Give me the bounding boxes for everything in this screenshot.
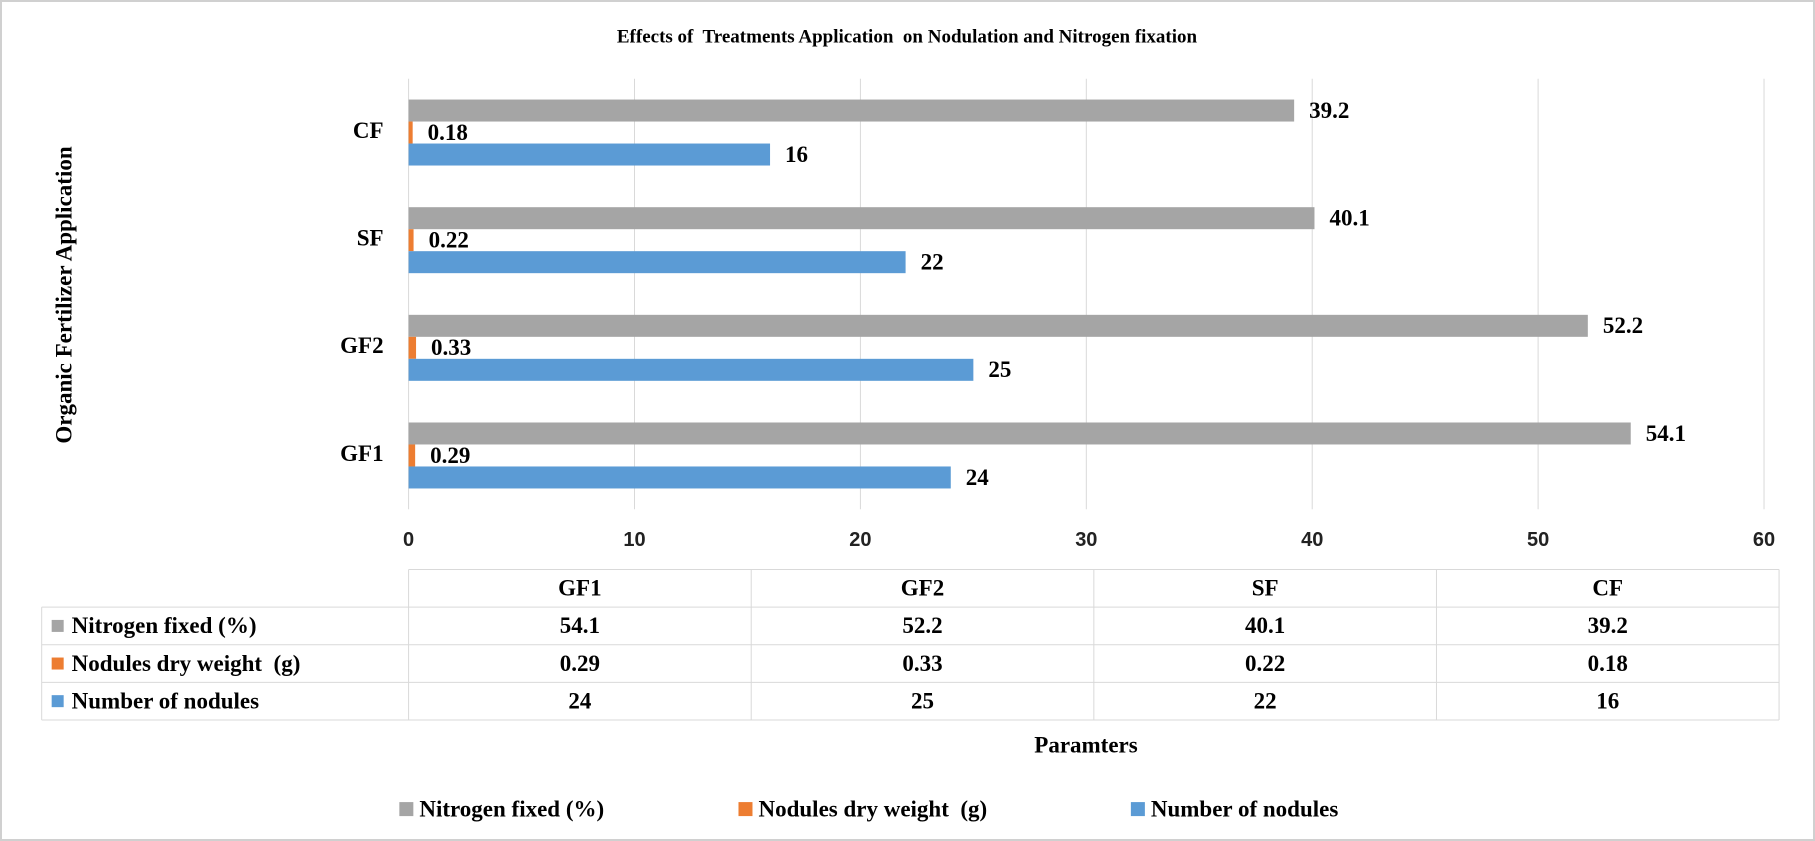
bar bbox=[408, 422, 1631, 445]
table-header: SF bbox=[1252, 576, 1279, 601]
data-label: 22 bbox=[921, 249, 944, 274]
x-tick-label: 0 bbox=[403, 529, 414, 551]
y-tick-label: CF bbox=[353, 118, 384, 143]
y-tick-label: SF bbox=[357, 225, 384, 250]
x-axis-label: Paramters bbox=[1034, 732, 1137, 757]
legend-key bbox=[738, 802, 753, 817]
table-cell: 16 bbox=[1596, 688, 1619, 713]
y-tick-label: GF2 bbox=[340, 333, 383, 358]
bar bbox=[408, 251, 906, 274]
x-tick-label: 10 bbox=[623, 529, 645, 551]
table-row-label: Nodules dry weight (g) bbox=[72, 651, 301, 676]
x-tick-label: 30 bbox=[1075, 529, 1097, 551]
legend-key bbox=[399, 802, 414, 817]
x-tick-label: 40 bbox=[1301, 529, 1323, 551]
chart-title: Effects of Treatments Application on Nod… bbox=[617, 26, 1198, 47]
data-label: 0.33 bbox=[431, 335, 471, 360]
table-header: CF bbox=[1592, 576, 1623, 601]
x-tick-label: 50 bbox=[1527, 529, 1549, 551]
bar bbox=[408, 444, 416, 467]
x-tick-label: 20 bbox=[849, 529, 871, 551]
bar bbox=[408, 314, 1588, 337]
data-label: 52.2 bbox=[1603, 313, 1643, 338]
table-cell: 22 bbox=[1254, 688, 1277, 713]
table-cell: 39.2 bbox=[1588, 613, 1628, 638]
bar bbox=[408, 229, 414, 252]
legend-key bbox=[1130, 802, 1145, 817]
bar bbox=[408, 99, 1295, 122]
legend-label: Number of nodules bbox=[1151, 796, 1338, 821]
y-axis-label: Organic Fertilizer Application bbox=[51, 146, 76, 443]
data-label: 39.2 bbox=[1309, 98, 1349, 123]
table-header: GF1 bbox=[558, 576, 601, 601]
data-label: 54.1 bbox=[1646, 421, 1686, 446]
table-cell: 0.22 bbox=[1245, 651, 1285, 676]
table-legend-key bbox=[51, 695, 64, 708]
table-cell: 0.18 bbox=[1588, 651, 1628, 676]
table-cell: 0.33 bbox=[902, 651, 942, 676]
data-label: 40.1 bbox=[1329, 205, 1369, 230]
table-cell: 0.29 bbox=[560, 651, 600, 676]
table-row-label: Nitrogen fixed (%) bbox=[72, 613, 257, 638]
bar bbox=[408, 121, 413, 144]
table-header: GF2 bbox=[901, 576, 944, 601]
table-row-label: Number of nodules bbox=[72, 688, 259, 713]
bar bbox=[408, 466, 951, 489]
table-cell: 52.2 bbox=[902, 613, 942, 638]
data-label: 0.29 bbox=[430, 443, 470, 468]
bar bbox=[408, 358, 974, 381]
data-label: 0.22 bbox=[429, 227, 469, 252]
data-label: 25 bbox=[988, 357, 1011, 382]
x-tick-label: 60 bbox=[1753, 529, 1775, 551]
data-label: 24 bbox=[966, 465, 990, 490]
bar bbox=[408, 143, 771, 166]
bar bbox=[408, 207, 1315, 230]
data-label: 0.18 bbox=[428, 120, 468, 145]
table-legend-key bbox=[51, 657, 64, 670]
table-cell: 54.1 bbox=[560, 613, 600, 638]
bar bbox=[408, 336, 417, 359]
legend-label: Nodules dry weight (g) bbox=[758, 796, 987, 821]
table-legend-key bbox=[51, 619, 64, 632]
table-cell: 24 bbox=[568, 688, 592, 713]
data-label: 16 bbox=[785, 142, 808, 167]
table-cell: 40.1 bbox=[1245, 613, 1285, 638]
table-cell: 25 bbox=[911, 688, 934, 713]
y-tick-label: GF1 bbox=[340, 441, 383, 466]
legend-label: Nitrogen fixed (%) bbox=[419, 796, 604, 821]
